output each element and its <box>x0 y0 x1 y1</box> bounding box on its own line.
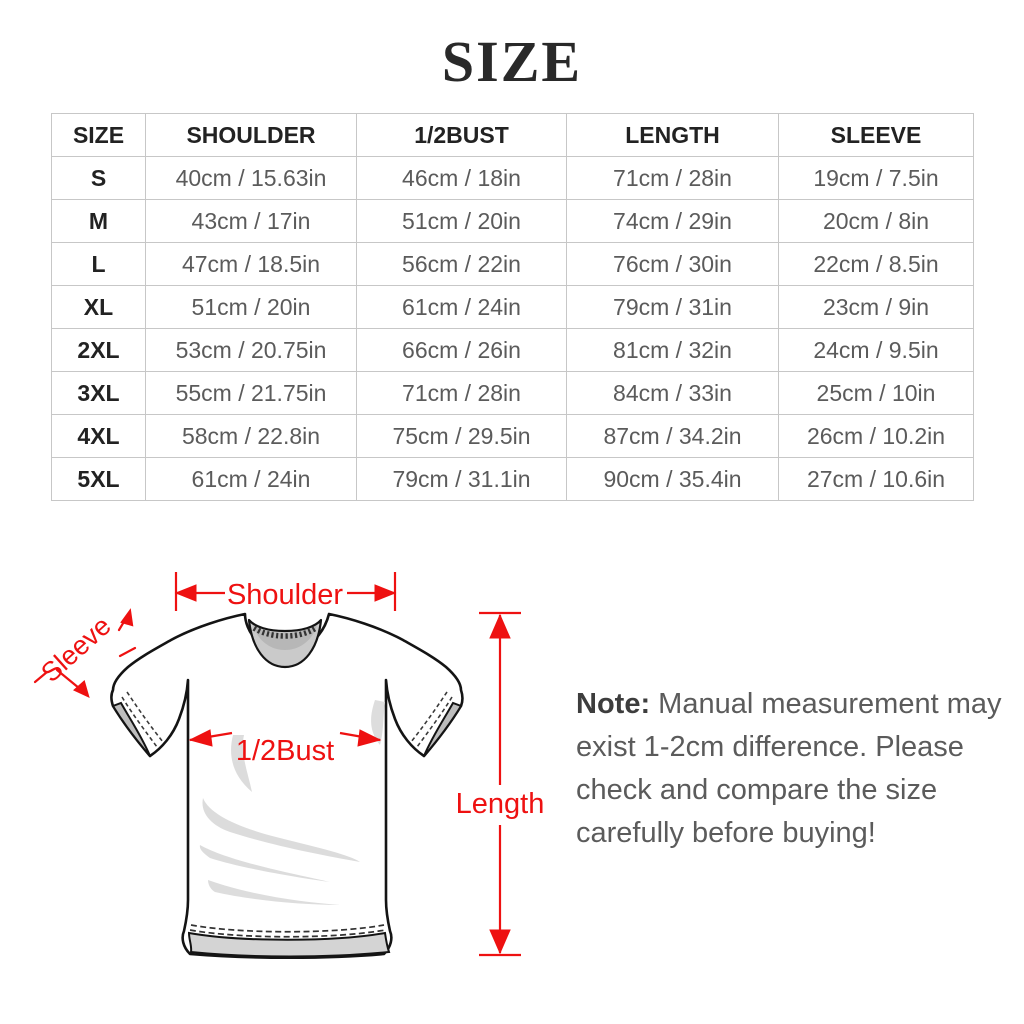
svg-text:Shoulder: Shoulder <box>227 579 343 611</box>
svg-text:1/2Bust: 1/2Bust <box>236 735 334 767</box>
svg-text:Sleeve: Sleeve <box>35 611 116 689</box>
svg-text:Length: Length <box>456 788 545 820</box>
